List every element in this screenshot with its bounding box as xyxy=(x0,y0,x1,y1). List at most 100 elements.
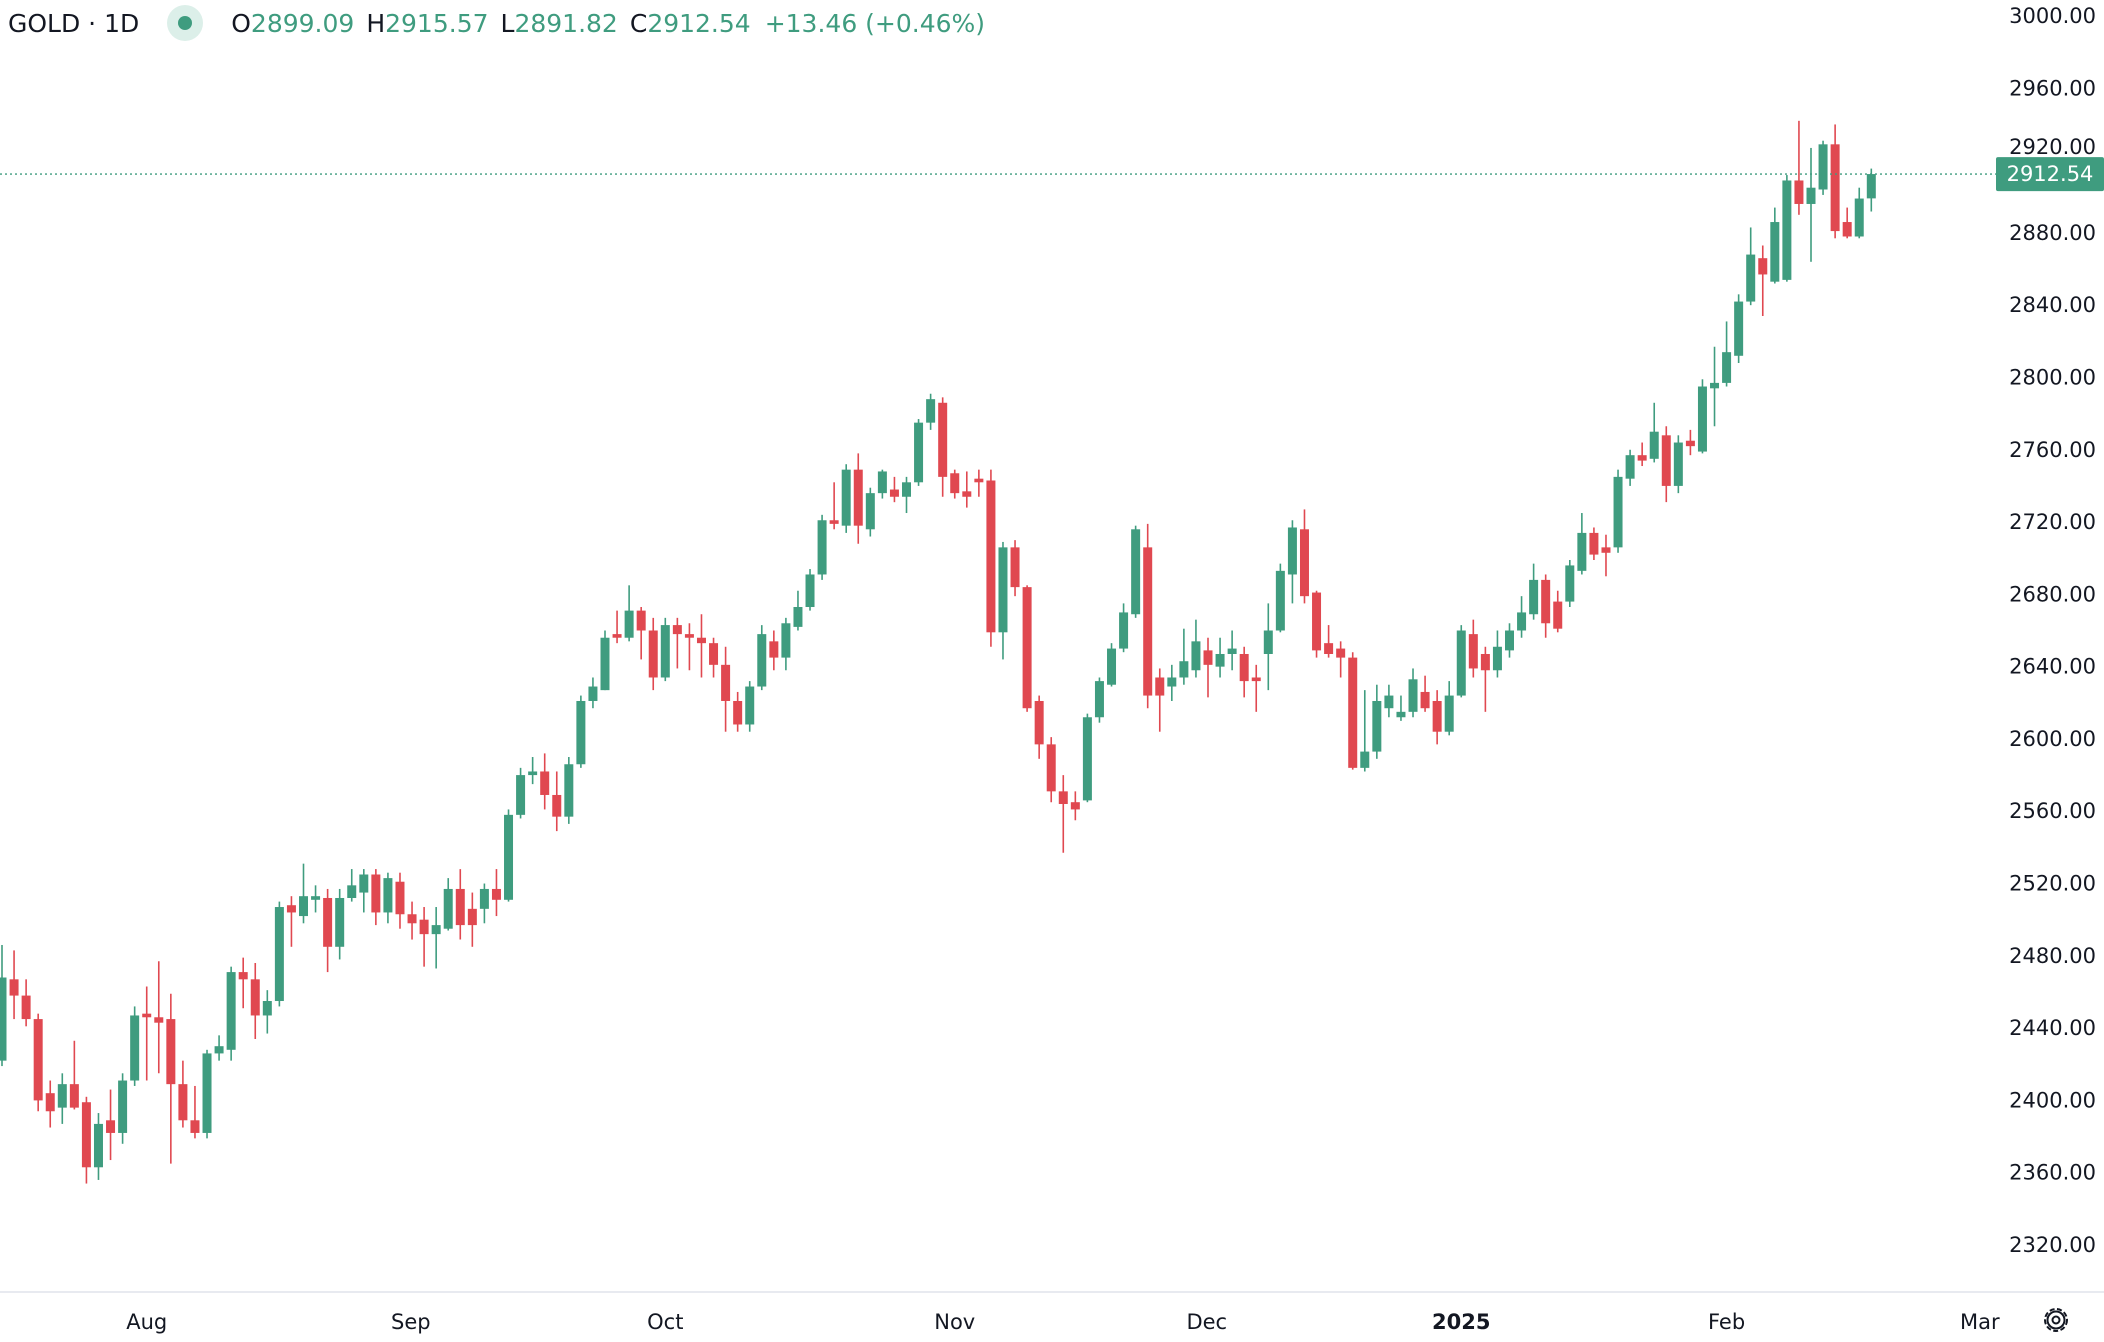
candle-body xyxy=(21,995,31,1020)
price-tick-label: 2880.00 xyxy=(2009,221,2096,245)
candle-body xyxy=(1770,222,1780,282)
candle-body xyxy=(286,905,296,913)
candle-down xyxy=(154,961,164,1074)
high-value: 2915.57 xyxy=(385,8,489,38)
candle-body xyxy=(1336,648,1346,658)
candle-body xyxy=(1710,382,1720,389)
candle-up xyxy=(130,1006,140,1086)
candle-up xyxy=(1396,695,1406,721)
candle-body xyxy=(1758,258,1768,275)
candle-body xyxy=(1324,643,1334,654)
candle-body xyxy=(57,1084,67,1108)
candle-body xyxy=(865,493,875,530)
candle-up xyxy=(624,585,634,642)
candle-body xyxy=(371,874,381,913)
candle-body xyxy=(564,764,574,817)
candle-up xyxy=(359,869,369,913)
price-tick-label: 2440.00 xyxy=(2009,1016,2096,1040)
candle-down xyxy=(21,979,31,1027)
symbol-title[interactable]: GOLD · 1D xyxy=(8,8,140,38)
last-price-label: 2912.54 xyxy=(1996,157,2104,192)
candle-body xyxy=(793,607,803,627)
candle-body xyxy=(1589,532,1599,555)
candle-down xyxy=(938,397,948,497)
candle-up xyxy=(57,1073,67,1124)
candle-body xyxy=(1191,641,1201,671)
candle-body xyxy=(588,686,598,701)
price-tick-label: 2480.00 xyxy=(2009,944,2096,968)
candle-up xyxy=(274,901,284,1007)
candle-down xyxy=(455,869,465,940)
candle-up xyxy=(214,1035,224,1061)
time-axis[interactable]: Aug Sep Oct Nov Dec 2025 Feb Mar xyxy=(126,1310,2000,1334)
candle-body xyxy=(1010,547,1020,588)
candle-body xyxy=(1565,565,1575,602)
candle-down xyxy=(1312,590,1322,658)
candle-body xyxy=(262,1001,272,1016)
price-tick-label: 2400.00 xyxy=(2009,1088,2096,1112)
price-tick-label: 2520.00 xyxy=(2009,872,2096,896)
candle-body xyxy=(1384,695,1394,709)
candle-up xyxy=(1372,684,1382,759)
price-tick-label: 2560.00 xyxy=(2009,799,2096,823)
candle-up xyxy=(1673,435,1683,494)
candle-body xyxy=(1601,547,1611,553)
candle-up xyxy=(1215,637,1225,678)
candle-down xyxy=(769,630,779,671)
market-open-dot-icon[interactable] xyxy=(167,5,204,41)
candle-body xyxy=(1818,144,1828,190)
candle-body xyxy=(1251,677,1261,682)
candle-body xyxy=(769,641,779,658)
candle-down xyxy=(407,901,417,940)
candle-up xyxy=(660,617,670,682)
candle-down xyxy=(552,771,562,832)
candle-down xyxy=(106,1089,116,1161)
candle-down xyxy=(1203,637,1213,698)
candle-up xyxy=(1517,596,1527,638)
settings-icon[interactable] xyxy=(2040,1304,2072,1336)
candle-up xyxy=(1275,563,1285,633)
candle-body xyxy=(1239,653,1249,682)
candle-up xyxy=(841,464,851,533)
candle-down xyxy=(1541,574,1551,638)
candle-body xyxy=(1287,527,1297,575)
candle-body xyxy=(1794,180,1804,204)
time-tick-label: Feb xyxy=(1708,1310,1745,1334)
candle-body xyxy=(636,610,646,631)
candle-down xyxy=(1758,245,1768,317)
price-tick-label: 2640.00 xyxy=(2009,655,2096,679)
candle-body xyxy=(118,1080,128,1133)
candle-down xyxy=(829,482,839,530)
candle-up xyxy=(1227,630,1237,671)
candle-down xyxy=(1842,207,1852,239)
candle-body xyxy=(817,520,827,575)
candle-body xyxy=(1215,653,1225,667)
price-axis[interactable]: 2320.00 2360.00 2400.00 2440.00 2480.00 2520.… xyxy=(2009,4,2096,1257)
candle-down xyxy=(166,993,176,1164)
candle-up xyxy=(383,872,393,924)
candle-down xyxy=(986,469,996,647)
candle-body xyxy=(1275,570,1285,631)
candle-body xyxy=(274,907,284,1002)
low-value: 2891.82 xyxy=(514,8,618,38)
candle-down xyxy=(1155,668,1165,732)
candle-up xyxy=(1649,402,1659,463)
candle-up xyxy=(926,393,936,430)
candle-down xyxy=(1324,625,1334,658)
high-label: H xyxy=(366,8,386,38)
open-value: 2899.09 xyxy=(250,8,355,38)
candle-body xyxy=(1034,700,1044,745)
candle-body xyxy=(455,888,465,926)
candle-body xyxy=(1131,529,1141,615)
candle-body xyxy=(528,771,538,776)
candle-body xyxy=(974,478,984,483)
candle-body xyxy=(1022,587,1032,709)
candle-up xyxy=(1577,513,1587,575)
candle-up xyxy=(1697,379,1707,454)
candle-body xyxy=(359,874,369,893)
candle-up xyxy=(443,878,453,931)
low-label: L xyxy=(500,8,515,38)
candle-down xyxy=(648,617,658,691)
candle-body xyxy=(1577,532,1587,571)
